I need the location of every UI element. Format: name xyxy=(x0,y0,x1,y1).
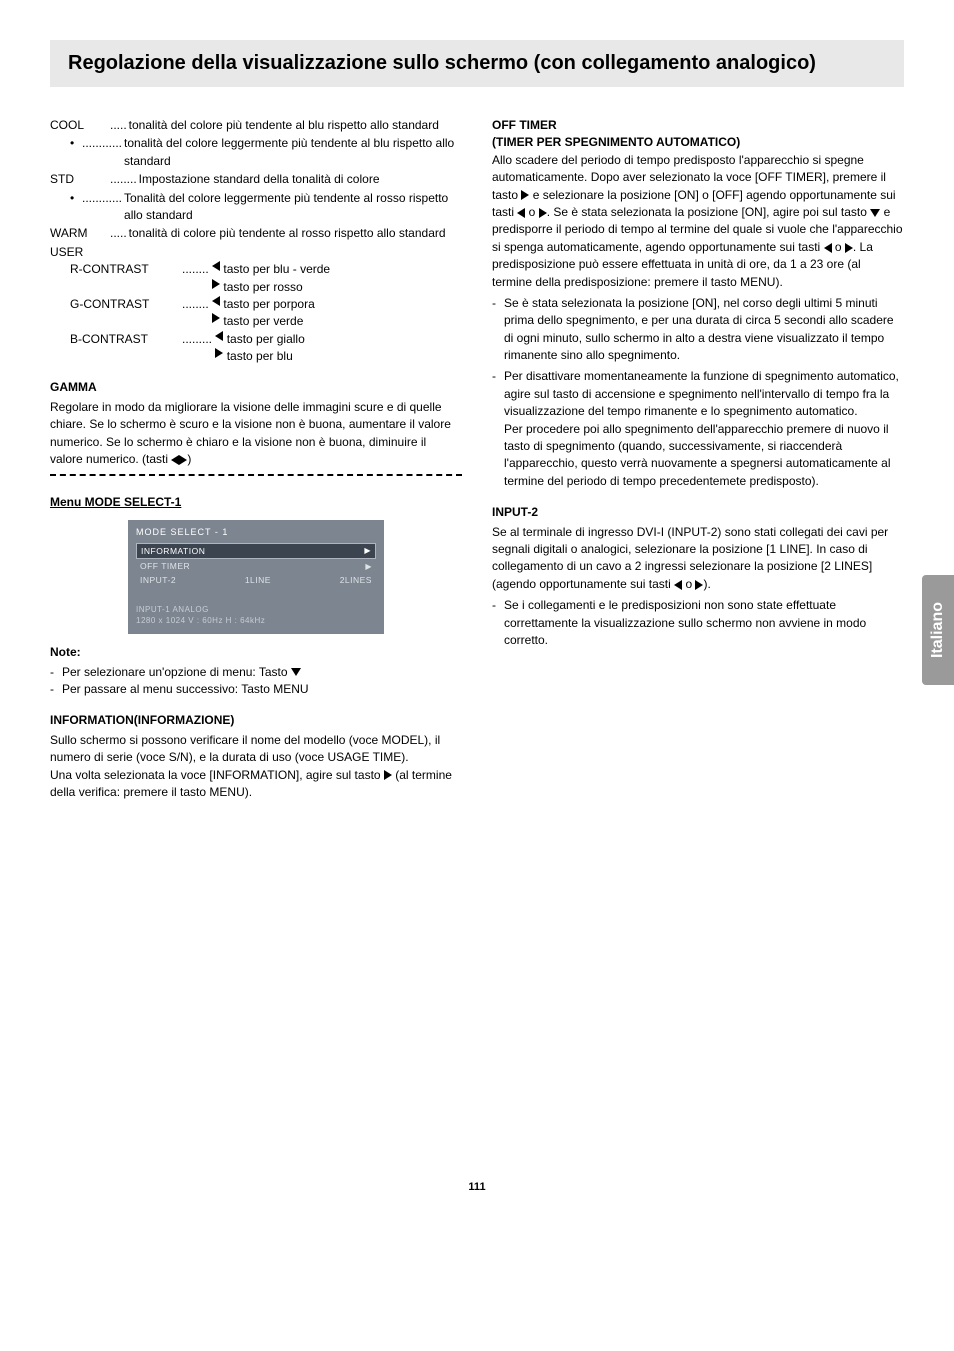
page-title: Regolazione della visualizzazione sullo … xyxy=(68,52,886,75)
divider xyxy=(50,474,462,476)
off-timer-subheading: (TIMER PER SPEGNIMENTO AUTOMATICO) xyxy=(492,134,904,151)
right-arrow-icon xyxy=(539,208,547,218)
right-arrow-icon xyxy=(215,348,223,358)
down-arrow-icon xyxy=(291,668,301,676)
information-body: Sullo schermo si possono verificare il n… xyxy=(50,732,462,802)
osd-row: OFF TIMER▶ xyxy=(136,559,376,573)
content-columns: COOL.....tonalità del colore più tendent… xyxy=(50,117,904,801)
list-item: -Se è stata selezionata la posizione [ON… xyxy=(492,295,904,365)
down-arrow-icon xyxy=(870,209,880,217)
right-arrow-icon xyxy=(384,770,392,780)
right-arrow-icon xyxy=(845,243,853,253)
osd-row: INPUT-21LINE2LINES xyxy=(136,573,376,587)
right-arrow-icon xyxy=(212,313,220,323)
gamma-heading: GAMMA xyxy=(50,379,462,396)
user-label: USER xyxy=(50,244,462,261)
input2-body: Se al terminale di ingresso DVI-I (INPUT… xyxy=(492,524,904,594)
left-arrow-icon xyxy=(212,261,220,271)
color-tone-list: COOL.....tonalità del colore più tendent… xyxy=(50,117,462,243)
note-heading: Note: xyxy=(50,644,462,661)
language-tab: Italiano xyxy=(922,575,954,685)
label: WARM xyxy=(50,225,108,242)
left-arrow-icon xyxy=(674,580,682,590)
off-timer-body: Allo scadere del periodo di tempo predis… xyxy=(492,152,904,291)
left-arrow-icon xyxy=(171,455,179,465)
off-timer-heading: OFF TIMER xyxy=(492,117,904,134)
left-arrow-icon xyxy=(824,243,832,253)
label: COOL xyxy=(50,117,108,134)
menu-heading: Menu MODE SELECT-1 xyxy=(50,494,462,511)
right-column: OFF TIMER (TIMER PER SPEGNIMENTO AUTOMAT… xyxy=(492,117,904,801)
left-arrow-icon xyxy=(215,331,223,341)
left-column: COOL.....tonalità del colore più tendent… xyxy=(50,117,462,801)
osd-row-selected: INFORMATION▶ xyxy=(136,543,376,559)
contrast-list: R-CONTRAST........ tasto per blu - verde… xyxy=(50,261,462,365)
left-arrow-icon xyxy=(212,296,220,306)
information-heading: INFORMATION(INFORMAZIONE) xyxy=(50,712,462,729)
title-bar: Regolazione della visualizzazione sullo … xyxy=(50,40,904,87)
list-item: -Se i collegamenti e le predisposizioni … xyxy=(492,597,904,649)
page-number: 111 xyxy=(50,1181,904,1193)
osd-panel: MODE SELECT - 1 INFORMATION▶ OFF TIMER▶ … xyxy=(128,520,384,634)
gamma-body: Regolare in modo da migliorare la vision… xyxy=(50,399,462,469)
note-list: -Per selezionare un'opzione di menu: Tas… xyxy=(50,664,462,699)
right-arrow-icon xyxy=(212,279,220,289)
list-item: -Per disattivare momentaneamente la funz… xyxy=(492,368,904,490)
label: STD xyxy=(50,171,108,188)
label: • xyxy=(70,190,80,225)
osd-title: MODE SELECT - 1 xyxy=(136,526,376,539)
osd-footer: INPUT-1 ANALOG 1280 x 1024 V : 60Hz H : … xyxy=(136,604,376,626)
label: • xyxy=(70,135,80,170)
input2-heading: INPUT-2 xyxy=(492,504,904,521)
